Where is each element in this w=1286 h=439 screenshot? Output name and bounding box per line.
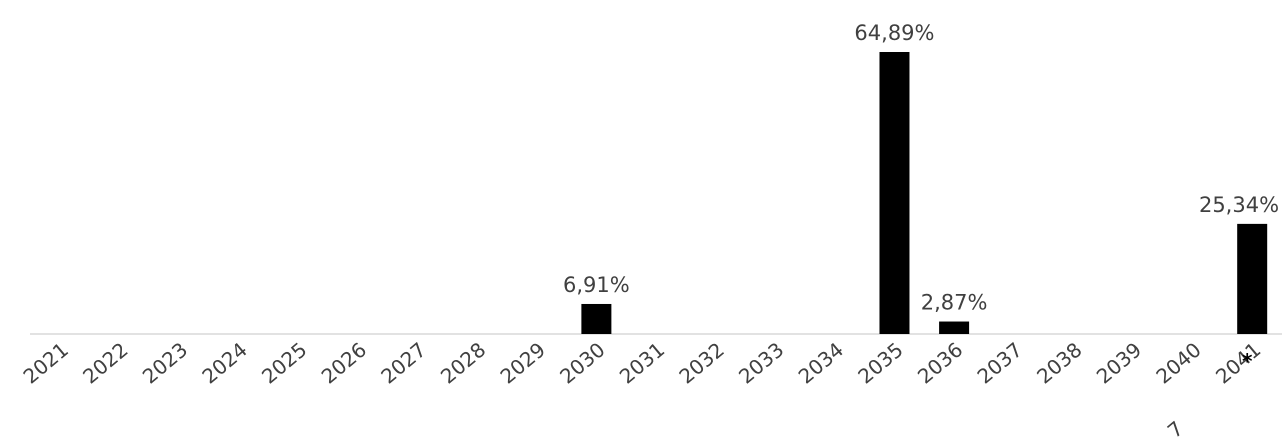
x-tick-label: 2026 bbox=[317, 337, 371, 388]
x-tick-label: 2024 bbox=[197, 337, 251, 388]
x-tick-label: 2023 bbox=[138, 337, 192, 388]
x-tick-label: 2025 bbox=[257, 337, 311, 388]
bars-group bbox=[581, 52, 1268, 334]
x-tick-label: 2029 bbox=[496, 337, 550, 388]
data-label: 6,91% bbox=[563, 273, 630, 297]
data-labels-group: 6,91% 64,89% 2,87% 25,34% bbox=[563, 21, 1279, 315]
x-tick-label: 2035 bbox=[853, 337, 907, 388]
x-tick-label: 2031 bbox=[615, 337, 669, 388]
x-tick-label: 2034 bbox=[794, 337, 848, 388]
x-tick-label: 2036 bbox=[913, 337, 967, 388]
footnote-asterisk: * bbox=[1242, 349, 1253, 373]
bar bbox=[581, 303, 612, 334]
x-tick-label: 2021 bbox=[19, 337, 73, 388]
x-tick-labels-group: 2021 2022 2023 2024 2025 2026 2027 2028 2029 2030… bbox=[19, 337, 1266, 388]
x-tick-label: 2030 bbox=[555, 337, 609, 388]
x-tick-label: 2037 bbox=[973, 337, 1027, 388]
stray-seven-glyph: 7 bbox=[1163, 416, 1188, 439]
bar bbox=[939, 321, 970, 334]
data-label: 64,89% bbox=[854, 21, 934, 45]
x-tick-label: 2041 bbox=[1211, 337, 1265, 388]
data-label: 2,87% bbox=[921, 291, 988, 315]
bar bbox=[1237, 223, 1268, 334]
data-label: 25,34% bbox=[1199, 193, 1279, 217]
x-tick-label: 2038 bbox=[1032, 337, 1086, 388]
x-tick-label: 2032 bbox=[674, 337, 728, 388]
x-tick-label: 2040 bbox=[1151, 337, 1205, 388]
x-tick-label: 2033 bbox=[734, 337, 788, 388]
x-tick-label: 2039 bbox=[1092, 337, 1146, 388]
x-tick-label: 2027 bbox=[376, 337, 430, 388]
bar bbox=[879, 52, 910, 334]
x-tick-label: 2022 bbox=[78, 337, 132, 388]
x-tick-label: 2028 bbox=[436, 337, 490, 388]
